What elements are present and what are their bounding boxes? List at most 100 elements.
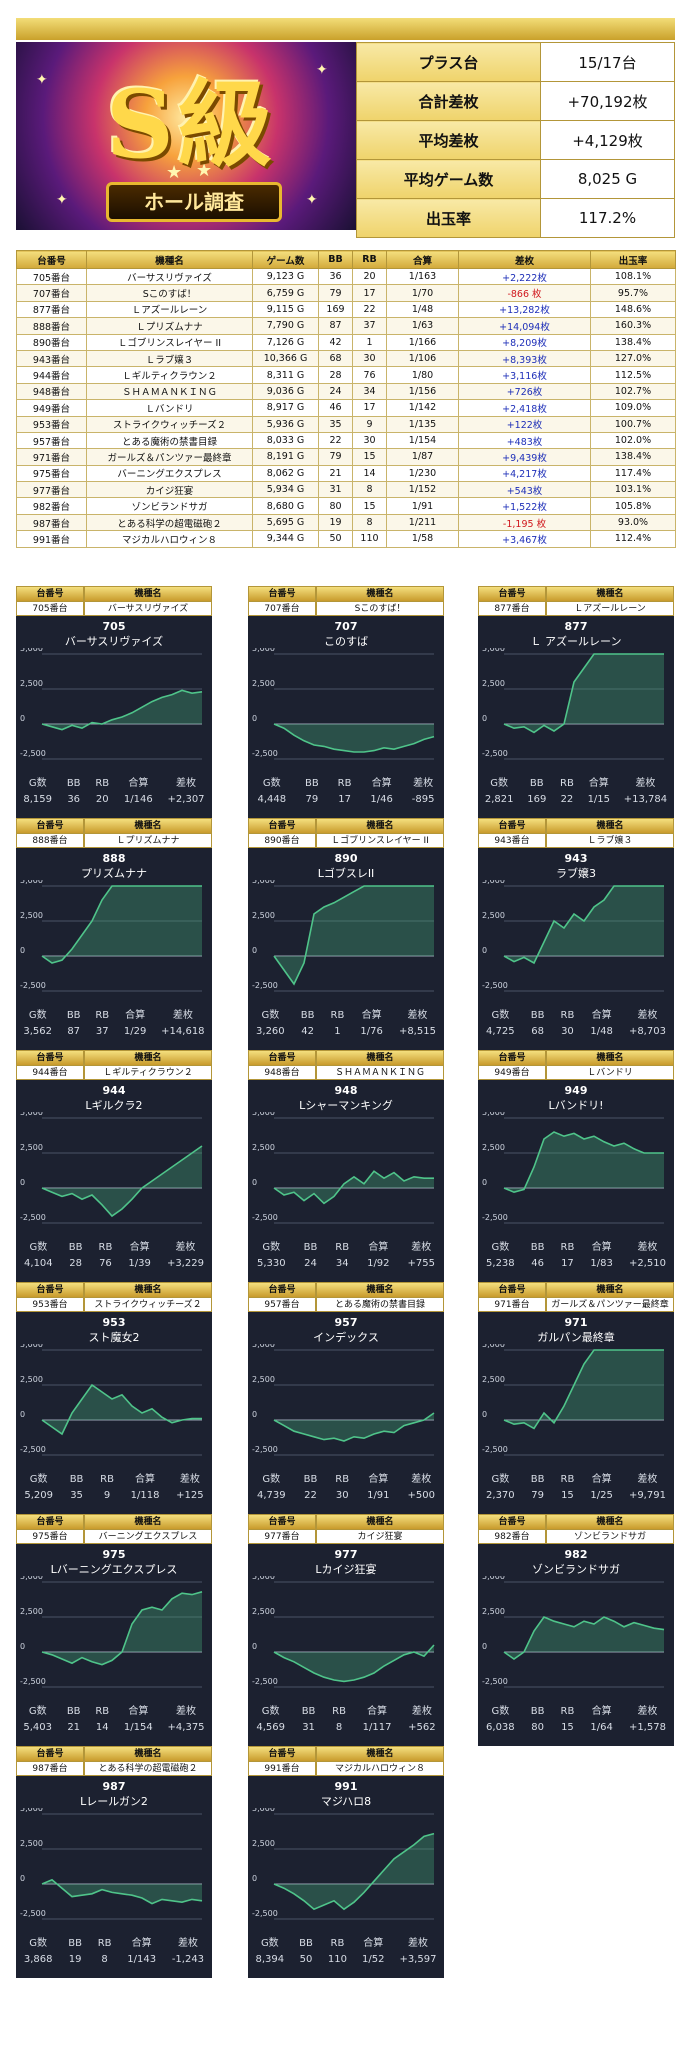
- stat-item: G数 5,330: [257, 1240, 286, 1272]
- table-cell: 1/70: [386, 284, 459, 302]
- card-header-number-label: 台番号: [248, 586, 316, 602]
- card-model-name: ＳＨＡＭＡＮＫＩＮＧ: [316, 1066, 444, 1080]
- stat-item: 差枚 +125: [176, 1472, 203, 1504]
- y-tick-label: 0: [482, 1410, 487, 1419]
- stat-value: 1/48: [590, 1026, 613, 1037]
- card-header: 台番号 705番台 機種名 バーサスリヴァイズ: [16, 586, 212, 616]
- stat-item: G数 2,821: [485, 776, 514, 808]
- y-tick-label: 5,000: [252, 1808, 275, 1813]
- y-tick-label: 0: [482, 714, 487, 723]
- graph-machine-number: 957: [334, 1316, 358, 1329]
- graph-machine-title: LゴブスレII: [317, 867, 375, 880]
- y-tick-label: 5,000: [20, 1112, 43, 1117]
- card-header-model-label: 機種名: [316, 1282, 444, 1298]
- difference-graph: 5,000 2,500 0 -2,500: [252, 1808, 435, 1920]
- card-header-model-label: 機種名: [84, 1282, 212, 1298]
- hall-survey-ribbon: ホール調査: [106, 182, 282, 222]
- stat-value: 4,739: [256, 1490, 286, 1501]
- card-hall-number: 971番台: [478, 1298, 546, 1312]
- stat-value: 15: [561, 1490, 574, 1501]
- y-tick-label: 5,000: [252, 1112, 275, 1117]
- graph-panel: 987 Lレールガン2 5,000 2,500 0 -2,500 G数 3,868 BB 19 RB…: [16, 1776, 212, 1978]
- stat-item: BB 19: [68, 1936, 82, 1968]
- stat-label: RB: [100, 1474, 114, 1485]
- graph-machine-title: Lギルクラ2: [85, 1099, 143, 1112]
- series-line: [41, 885, 202, 964]
- stat-value: 24: [304, 1258, 317, 1269]
- graph-machine-title: Lバーニングエクスプレス: [50, 1563, 178, 1576]
- stat-item: RB 17: [561, 1240, 575, 1272]
- stat-value: 31: [302, 1722, 315, 1733]
- table-cell: +14,094枚: [458, 317, 591, 335]
- table-cell: Ｌプリズムナナ: [86, 317, 253, 335]
- column-header: 差枚: [458, 250, 591, 269]
- table-cell: 127.0%: [590, 349, 676, 368]
- graph-machine-number: 953: [102, 1316, 126, 1329]
- card-header: 台番号 987番台 機種名 とある科学の超電磁砲２: [16, 1746, 212, 1776]
- table-cell: 22: [318, 431, 353, 450]
- card-hall-number: 705番台: [16, 602, 84, 616]
- stat-item: G数 8,159: [23, 776, 52, 808]
- machine-card: 台番号 707番台 機種名 Sこのすば！ 707 このすば 5,000 2,500 0 -2,50…: [248, 586, 444, 818]
- table-cell: バーニングエクスプレス: [86, 464, 253, 483]
- card-hall-number: 890番台: [248, 834, 316, 848]
- stat-item: 差枚 +2,510: [629, 1240, 666, 1272]
- y-tick-label: 0: [20, 714, 25, 723]
- stat-value: +3,229: [166, 1258, 204, 1269]
- stat-value: 8,159: [23, 794, 53, 805]
- stat-value: +2,510: [628, 1258, 666, 1269]
- stat-value: 1/154: [123, 1722, 153, 1733]
- y-tick-label: 0: [252, 1410, 257, 1419]
- star-icon: ★: [166, 162, 183, 183]
- table-cell: 953番台: [16, 415, 87, 433]
- y-tick-label: -2,500: [252, 1445, 278, 1454]
- stats-row: G数 3,868 BB 19 RB 8 合算 1/143 差枚 -1,243: [16, 1936, 212, 1968]
- table-cell: 100.7%: [590, 415, 676, 433]
- difference-graph: 5,000 2,500 0 -2,500: [20, 1112, 203, 1224]
- table-row: 977番台 カイジ狂宴 5,934 G 31 8 1/152 +543枚 103.1%: [16, 481, 676, 499]
- machine-card: 台番号 977番台 機種名 カイジ狂宴 977 Lカイジ狂宴 5,000 2,500 0 -2,5…: [248, 1514, 444, 1746]
- stat-label: 合算: [125, 1010, 146, 1021]
- table-cell: 28: [318, 366, 353, 384]
- graph-machine-number: 948: [334, 1084, 358, 1097]
- stat-label: 合算: [361, 1010, 382, 1021]
- summary-row: 平均ゲーム数 8,025 G: [356, 159, 675, 199]
- table-cell: 5,934 G: [252, 481, 319, 499]
- stat-label: 合算: [371, 778, 392, 789]
- y-tick-label: 5,000: [20, 1344, 43, 1349]
- y-tick-label: -2,500: [20, 981, 46, 990]
- stat-value: 14: [95, 1722, 109, 1733]
- stat-item: RB 15: [561, 1472, 575, 1504]
- table-row: 953番台 ストライクウィッチーズ２ 5,936 G 35 9 1/135 +122枚 100…: [16, 415, 676, 433]
- table-cell: 8: [352, 481, 387, 499]
- y-tick-label: -2,500: [252, 1677, 278, 1686]
- stat-value: 35: [70, 1490, 83, 1501]
- series-line: [41, 1145, 203, 1218]
- stat-item: BB 87: [67, 1008, 81, 1040]
- stat-label: BB: [530, 1242, 545, 1253]
- card-model-name: Ｌアズールレーン: [546, 602, 674, 616]
- card-hall-number: 949番台: [478, 1066, 546, 1080]
- table-cell: 102.0%: [590, 431, 676, 450]
- card-model-name: マジカルハロウィン８: [316, 1762, 444, 1776]
- column-header: 機種名: [86, 250, 253, 269]
- series-area: [42, 690, 202, 730]
- series-area: [504, 1132, 664, 1193]
- table-cell: 102.7%: [590, 382, 676, 401]
- machine-card: 台番号 971番台 機種名 ガールズ＆パンツァー最終章 971 ガルパン最終章 5,000 2…: [478, 1282, 674, 1514]
- y-tick-label: 2,500: [20, 679, 43, 688]
- stat-item: BB 36: [67, 776, 81, 808]
- y-tick-label: 5,000: [252, 648, 275, 653]
- card-header-number-label: 台番号: [478, 1514, 546, 1530]
- stat-label: 差枚: [635, 778, 656, 789]
- y-tick-label: 0: [482, 1642, 487, 1651]
- column-header: 出玉率: [590, 250, 676, 269]
- stat-item: RB 17: [338, 776, 352, 808]
- stat-value: 169: [527, 794, 547, 805]
- stat-value: -1,243: [171, 1954, 205, 1965]
- card-hall-number: 982番台: [478, 1530, 546, 1544]
- table-cell: 79: [318, 448, 353, 466]
- stat-label: RB: [95, 778, 110, 789]
- stat-item: G数 3,868: [24, 1936, 53, 1968]
